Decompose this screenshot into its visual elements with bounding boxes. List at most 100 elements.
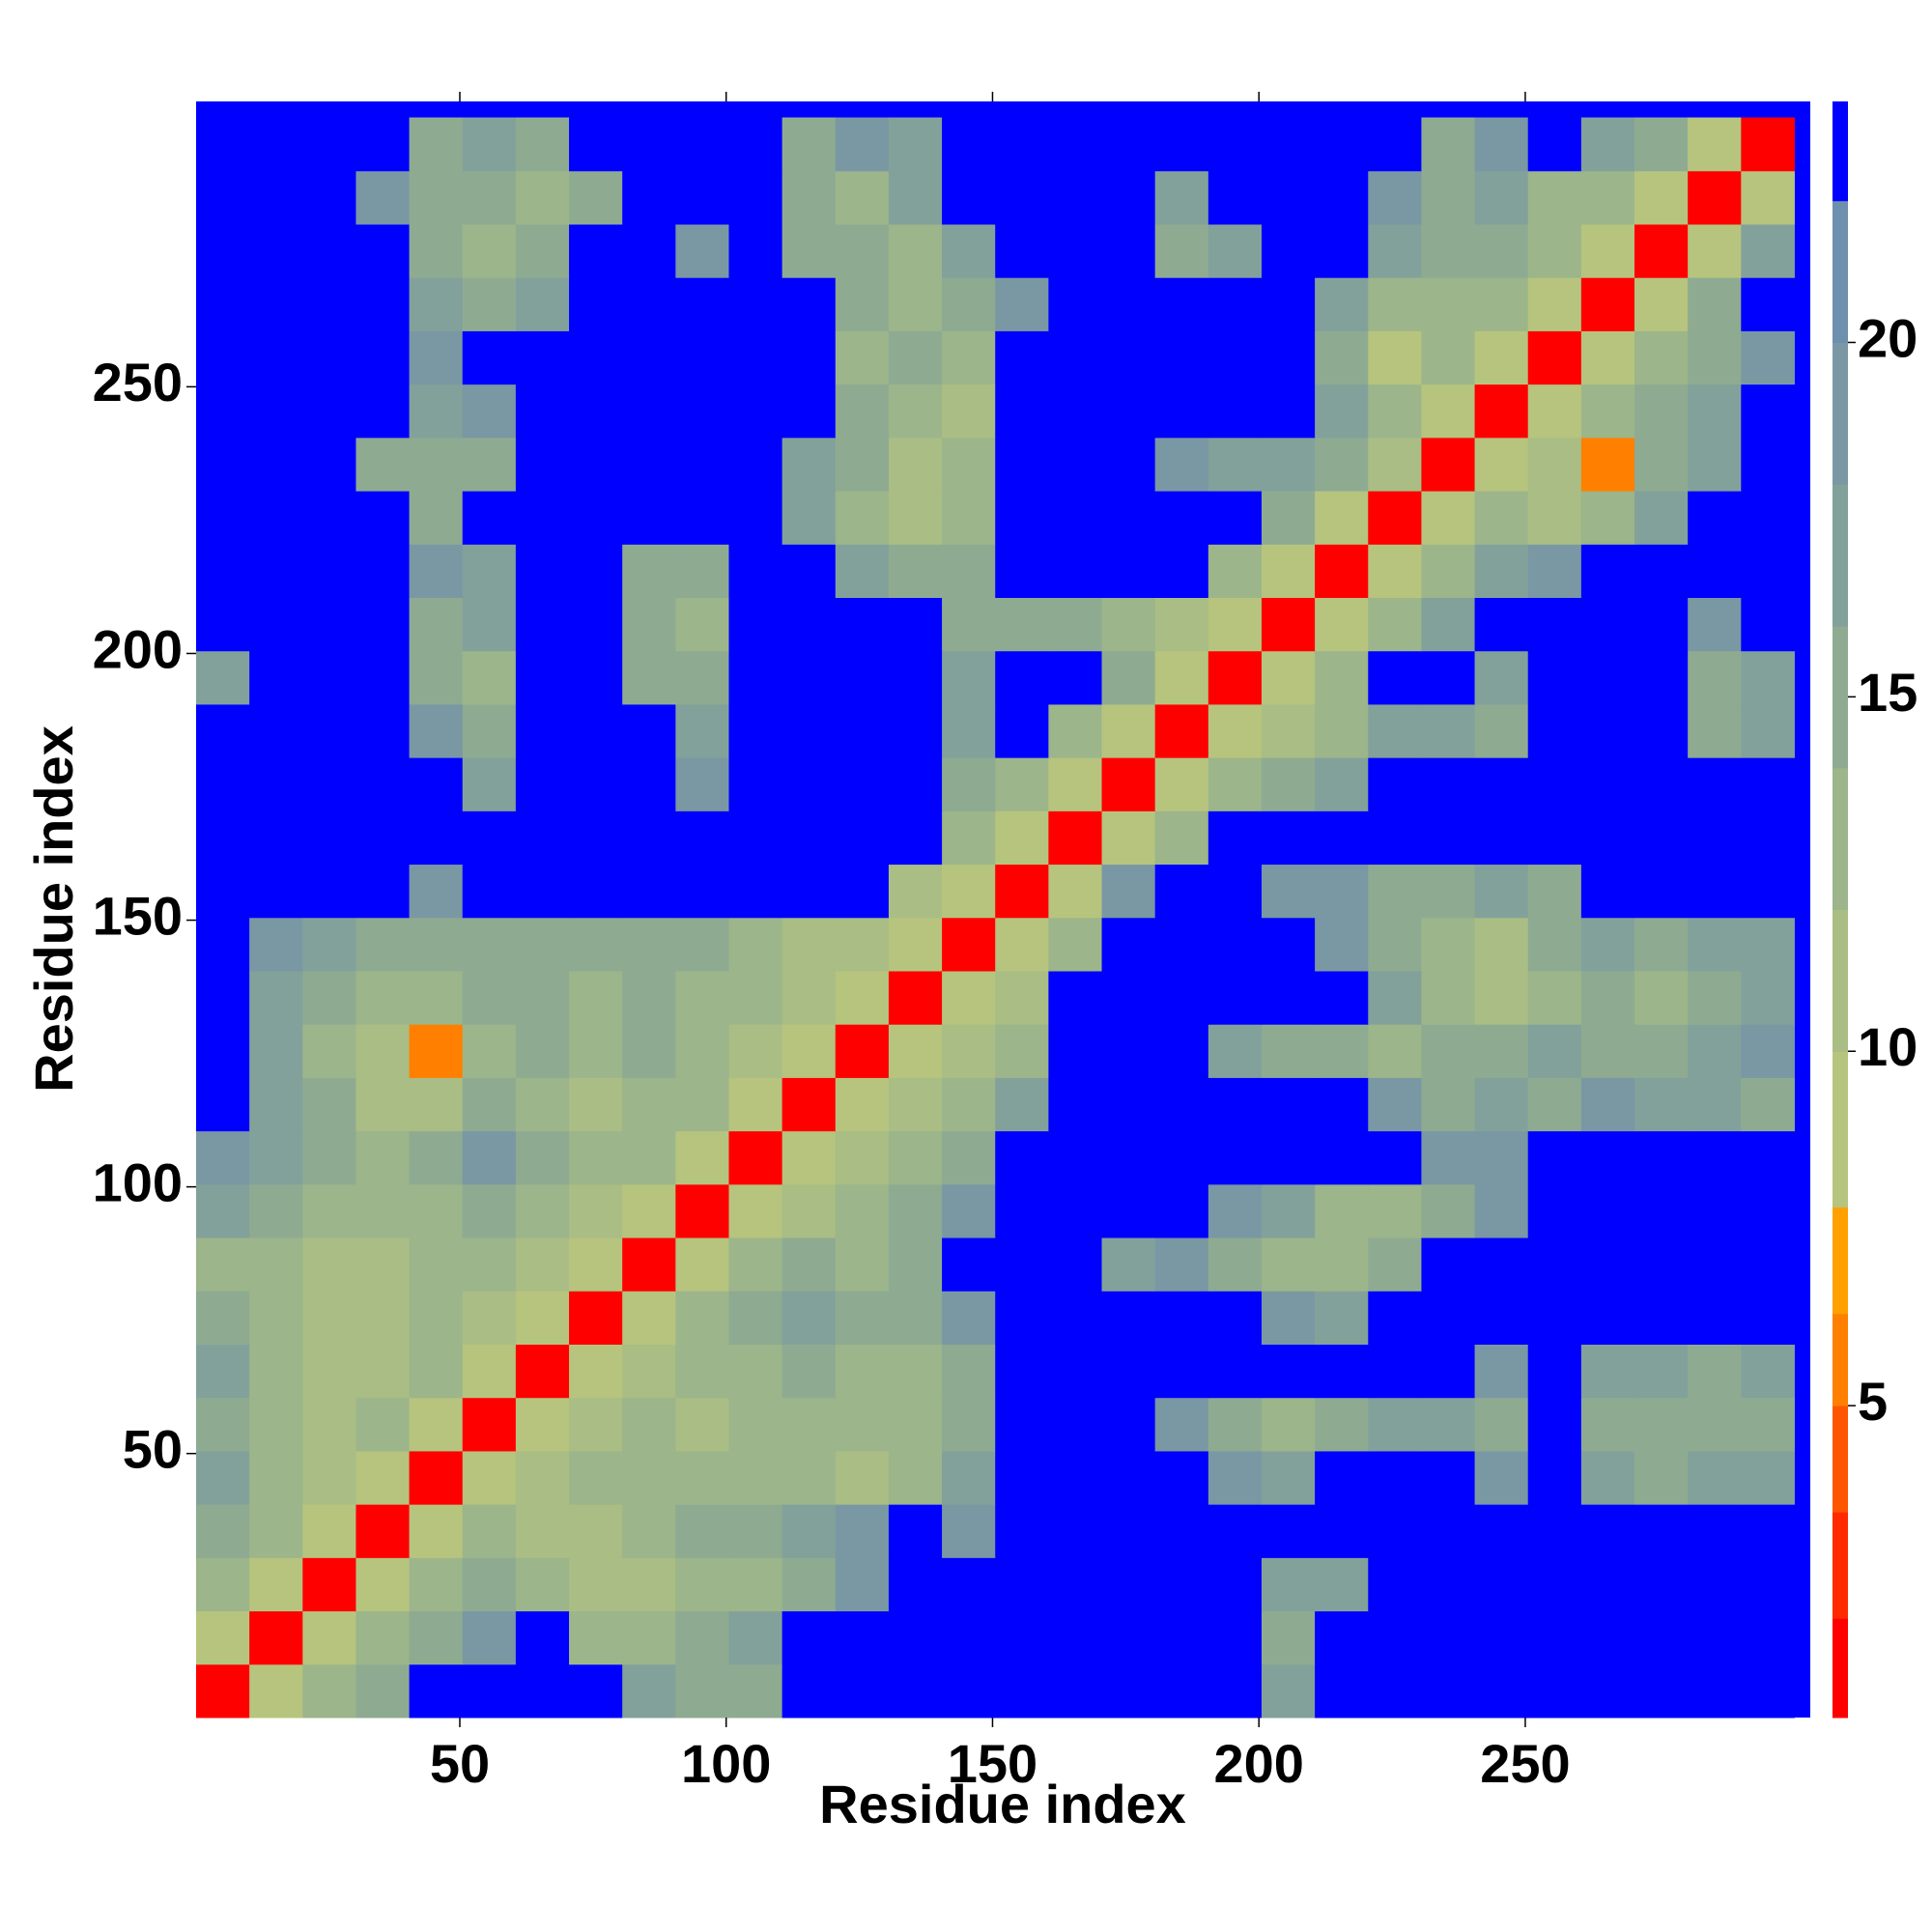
- heatmap-cell: [1634, 1077, 1689, 1132]
- heatmap-cell: [1101, 970, 1156, 1025]
- heatmap-cell: [728, 703, 783, 758]
- heatmap-cell: [1315, 330, 1369, 385]
- heatmap-cell: [1261, 1397, 1316, 1452]
- heatmap-cell: [515, 170, 570, 225]
- heatmap-cell: [781, 703, 837, 758]
- heatmap-cell: [1421, 650, 1476, 705]
- heatmap-cell: [1741, 1183, 1795, 1238]
- heatmap-cell: [1580, 1237, 1635, 1292]
- heatmap-cell: [781, 1237, 837, 1292]
- heatmap-cell: [1688, 970, 1742, 1025]
- heatmap-cell: [888, 544, 943, 598]
- heatmap-cell: [1421, 597, 1476, 652]
- heatmap-cell: [355, 1397, 411, 1452]
- heatmap-cell: [1368, 917, 1422, 972]
- heatmap-cell: [1368, 703, 1422, 758]
- heatmap-cell: [1101, 1130, 1156, 1185]
- heatmap-cell: [249, 703, 303, 758]
- heatmap-cell: [1315, 917, 1369, 972]
- heatmap-cell: [888, 917, 943, 972]
- heatmap-cell: [462, 757, 517, 811]
- heatmap-cell: [1208, 544, 1263, 598]
- heatmap-cell: [835, 1450, 890, 1505]
- x-tick-label: 100: [681, 1733, 771, 1794]
- heatmap-cell: [302, 917, 356, 972]
- heatmap-cell: [995, 170, 1049, 225]
- heatmap-cell: [1101, 810, 1156, 866]
- heatmap-cell: [1101, 703, 1156, 758]
- heatmap-cell: [1474, 810, 1529, 866]
- heatmap-cell: [1421, 1450, 1476, 1505]
- heatmap-cell: [302, 1183, 356, 1238]
- heatmap-cell: [355, 384, 411, 439]
- heatmap-cell: [1527, 1183, 1582, 1238]
- heatmap-cell: [355, 437, 411, 492]
- heatmap-cell: [1048, 384, 1103, 439]
- heatmap-cell: [942, 1610, 996, 1665]
- heatmap-cell: [1474, 1557, 1529, 1612]
- heatmap-cell: [249, 277, 303, 331]
- heatmap-cell: [1688, 384, 1742, 439]
- heatmap-cell: [1101, 1450, 1156, 1505]
- heatmap-cell: [835, 1024, 890, 1078]
- heatmap-cell: [1688, 437, 1742, 492]
- heatmap-cell: [249, 544, 303, 598]
- heatmap-cell: [1208, 117, 1263, 172]
- heatmap-cell: [1261, 1024, 1316, 1078]
- heatmap-cell: [1154, 1504, 1209, 1558]
- heatmap-cell: [1315, 650, 1369, 705]
- colorbar-band: [1833, 200, 1848, 343]
- heatmap-cell: [1048, 223, 1103, 278]
- heatmap-cell: [1208, 1130, 1263, 1185]
- colorbar-band: [1833, 1406, 1848, 1513]
- heatmap-cell: [835, 437, 890, 492]
- heatmap-cell: [728, 1450, 783, 1505]
- heatmap-cell: [1048, 277, 1103, 331]
- heatmap-cell: [675, 1557, 729, 1612]
- heatmap-cell: [1688, 170, 1742, 225]
- heatmap-cell: [1208, 650, 1263, 705]
- heatmap-cell: [249, 1344, 303, 1399]
- heatmap-cell: [249, 970, 303, 1025]
- heatmap-cell: [995, 650, 1049, 705]
- heatmap-cell: [888, 330, 943, 385]
- heatmap-cell: [355, 597, 411, 652]
- heatmap-cell: [515, 1397, 570, 1452]
- heatmap-cell: [835, 597, 890, 652]
- heatmap-cell: [1048, 1130, 1103, 1185]
- heatmap-cell: [995, 1397, 1049, 1452]
- heatmap-cell: [409, 1663, 464, 1719]
- heatmap-cell: [888, 117, 943, 172]
- heatmap-cell: [1527, 117, 1582, 172]
- heatmap-cell: [1154, 117, 1209, 172]
- heatmap-cell: [1154, 1183, 1209, 1238]
- heatmap-cell: [1527, 1504, 1582, 1558]
- heatmap-cell: [196, 1450, 250, 1505]
- heatmap-cell: [1154, 703, 1209, 758]
- heatmap-cell: [1634, 1024, 1689, 1078]
- heatmap-cell: [569, 970, 623, 1025]
- heatmap-cell: [888, 1237, 943, 1292]
- heatmap-cell: [355, 650, 411, 705]
- heatmap-cell: [888, 1024, 943, 1078]
- heatmap-cell: [728, 1610, 783, 1665]
- heatmap-cell: [1368, 597, 1422, 652]
- heatmap-cell: [196, 864, 250, 919]
- heatmap-cell: [1421, 970, 1476, 1025]
- heatmap-cell: [675, 223, 729, 278]
- heatmap-cell: [462, 1130, 517, 1185]
- heatmap-cell: [1261, 544, 1316, 598]
- heatmap-cell: [1580, 1077, 1635, 1132]
- heatmap-cell: [515, 330, 570, 385]
- heatmap-cell: [888, 223, 943, 278]
- heatmap-cell: [1688, 1077, 1742, 1132]
- heatmap-cell: [1741, 384, 1795, 439]
- heatmap-cell: [1368, 1291, 1422, 1345]
- heatmap-cell: [1315, 1130, 1369, 1185]
- heatmap-cell: [1101, 1183, 1156, 1238]
- heatmap-cell: [1634, 917, 1689, 972]
- heatmap-cell: [835, 703, 890, 758]
- heatmap-cell: [1527, 1291, 1582, 1345]
- heatmap-cell: [1315, 384, 1369, 439]
- heatmap-cell: [1741, 277, 1795, 331]
